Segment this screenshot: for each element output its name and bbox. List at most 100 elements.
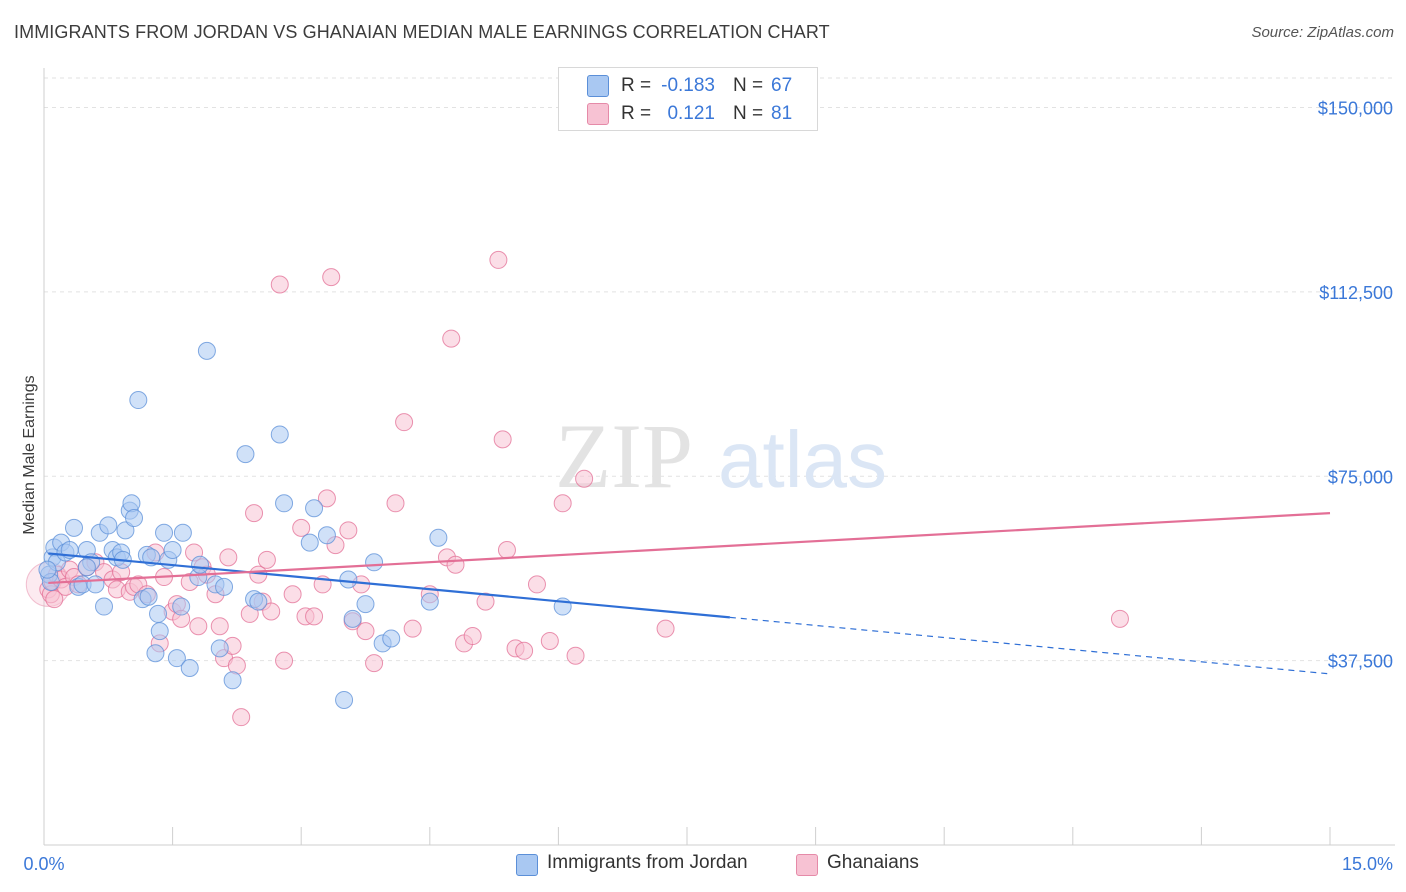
point-jordan: [38, 560, 57, 579]
x-tick-label-max: 15.0%: [1342, 854, 1393, 874]
point-ghanaian: [476, 592, 495, 611]
point-ghanaian: [656, 619, 675, 638]
trend-layer: [48, 512, 1331, 675]
point-jordan: [365, 553, 384, 572]
point-jordan: [180, 659, 199, 677]
legend-swatch-ghanaians: [796, 854, 818, 876]
trend-line-jordan-extension: [729, 616, 1331, 675]
point-ghanaian: [515, 641, 534, 660]
point-jordan: [163, 541, 182, 559]
point-ghanaian: [232, 708, 251, 727]
point-ghanaian: [497, 541, 516, 559]
point-jordan: [155, 523, 174, 542]
point-ghanaian: [403, 619, 422, 638]
point-ghanaian: [292, 518, 311, 537]
point-jordan: [305, 499, 324, 518]
watermark-zip: ZIP: [555, 405, 693, 507]
source-label: Source: ZipAtlas.com: [1251, 24, 1394, 41]
point-jordan: [215, 577, 234, 596]
legend-n-value: 67: [771, 75, 793, 96]
legend-correlation: R = -0.183 N = 67 R = 0.121 N = 81: [558, 67, 818, 131]
point-jordan: [86, 575, 105, 594]
point-jordan: [116, 521, 135, 540]
point-ghanaian: [317, 489, 336, 508]
point-jordan: [197, 341, 216, 360]
y-axis-label: Median Male Earnings: [21, 375, 38, 535]
legend-row-ghanaians: R = 0.121 N = 81: [559, 100, 817, 128]
point-jordan: [420, 592, 439, 611]
point-jordan: [149, 604, 168, 623]
point-jordan: [139, 587, 158, 606]
watermark-atlas: atlas: [718, 415, 887, 504]
legend-swatch-jordan: [587, 75, 609, 97]
point-jordan: [335, 690, 354, 709]
point-ghanaian: [270, 275, 289, 294]
point-jordan: [122, 494, 141, 513]
legend-r-label: R =: [621, 75, 652, 96]
point-ghanaian: [262, 602, 281, 621]
axes-layer: [43, 68, 1395, 846]
point-jordan: [173, 523, 192, 542]
y-tick-label: $37,500: [1328, 652, 1393, 672]
trend-line-jordan: [48, 552, 730, 619]
point-ghanaian: [257, 550, 276, 569]
point-jordan: [339, 570, 358, 589]
point-ghanaian: [1110, 609, 1129, 628]
point-jordan: [150, 622, 169, 641]
point-jordan: [270, 425, 289, 444]
legend-series: Immigrants from Jordan Ghanaians: [0, 852, 1406, 878]
labels-layer: $37,500 $75,000 $112,500 $150,000 0.0% 15.0%: [23, 99, 1393, 875]
point-ghanaian: [45, 590, 64, 609]
x-tick-label-min: 0.0%: [23, 854, 64, 874]
point-ghanaian: [219, 548, 238, 567]
point-ghanaian: [283, 585, 302, 604]
legend-label-jordan: Immigrants from Jordan: [547, 852, 748, 873]
point-jordan: [146, 644, 165, 663]
legend-n-label: N =: [733, 103, 764, 124]
point-jordan: [191, 555, 210, 574]
point-jordan: [429, 528, 448, 547]
point-ghanaian: [210, 617, 229, 636]
point-jordan: [95, 597, 114, 616]
point-jordan: [77, 558, 96, 577]
point-ghanaian: [463, 627, 482, 646]
point-jordan: [125, 509, 144, 528]
point-ghanaian: [245, 504, 264, 523]
legend-row-jordan: R = -0.183 N = 67: [559, 72, 817, 100]
point-jordan: [317, 526, 336, 545]
point-jordan: [223, 671, 242, 690]
point-ghanaian: [395, 413, 414, 432]
legend-n-value: 81: [771, 103, 793, 124]
point-ghanaian: [322, 268, 341, 287]
y-tick-label: $75,000: [1328, 467, 1393, 487]
points-layer: [25, 250, 1129, 727]
point-ghanaian: [489, 250, 508, 269]
point-ghanaian: [189, 617, 208, 636]
point-ghanaian: [356, 622, 375, 641]
point-jordan: [99, 516, 118, 535]
point-jordan: [249, 592, 268, 611]
point-jordan: [356, 595, 375, 614]
point-ghanaian: [442, 329, 461, 348]
point-ghanaian: [275, 651, 294, 670]
point-ghanaian: [553, 494, 572, 513]
point-ghanaian: [575, 469, 594, 488]
point-jordan: [382, 629, 401, 648]
legend-r-value: -0.183: [661, 75, 715, 96]
point-ghanaian: [540, 631, 559, 650]
trend-line-ghanaians: [48, 512, 1331, 585]
legend-label-ghanaians: Ghanaians: [827, 852, 919, 873]
point-jordan: [172, 597, 191, 616]
legend-r-value: 0.121: [667, 103, 715, 124]
point-jordan: [275, 494, 294, 513]
legend-r-label: R =: [621, 103, 652, 124]
chart-title: IMMIGRANTS FROM JORDAN VS GHANAIAN MEDIA…: [14, 22, 830, 42]
point-jordan: [167, 649, 186, 668]
point-ghanaian: [446, 555, 465, 574]
watermark: ZIP atlas: [555, 405, 887, 507]
point-jordan: [236, 445, 255, 464]
point-ghanaian: [339, 521, 358, 540]
point-jordan: [210, 639, 229, 658]
legend-n-label: N =: [733, 75, 764, 96]
